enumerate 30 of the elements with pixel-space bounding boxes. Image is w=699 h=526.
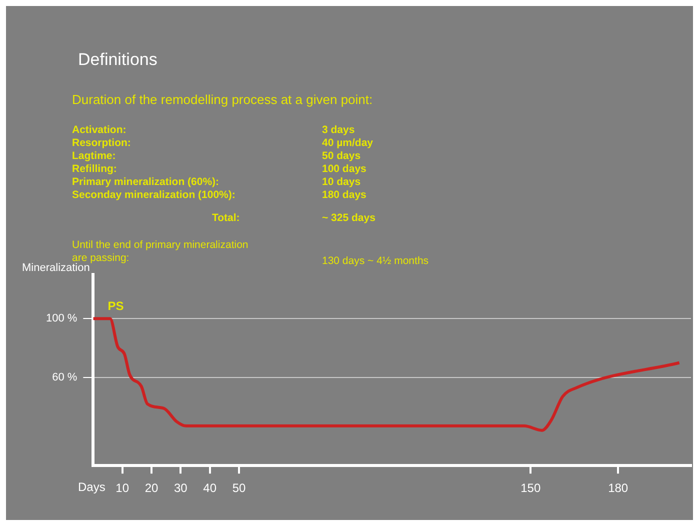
y-tick-label: 60 % xyxy=(52,371,78,384)
x-axis-title: Days xyxy=(78,480,106,494)
x-tick-label: 150 xyxy=(520,481,541,496)
text: 3 days xyxy=(322,124,356,137)
x-tick-label: 20 xyxy=(144,481,159,496)
y-axis-title: Mineralization xyxy=(22,262,90,274)
text: 180 days xyxy=(322,189,368,202)
text: Seconday mineralization (100%): xyxy=(72,189,236,202)
text: 10 days xyxy=(322,176,362,189)
text: 130 days ~ 4½ months xyxy=(322,255,430,268)
x-tick-label: 50 xyxy=(232,481,246,496)
text: Primary mineralization (60%): xyxy=(72,176,220,189)
x-tick-label: 40 xyxy=(203,481,217,496)
text: Activation: xyxy=(72,124,128,137)
chart-subtitle: Duration of the remodelling process at a given point: xyxy=(72,92,373,107)
text: Resorption: xyxy=(72,137,132,150)
chart-title: Definitions xyxy=(78,50,158,70)
text: 100 days xyxy=(322,163,368,176)
line-series xyxy=(93,317,681,432)
text: Refilling: xyxy=(72,163,118,176)
text: Lagtime: xyxy=(72,150,117,163)
x-tick-label: 180 xyxy=(608,481,628,496)
y-tick-label: 100 % xyxy=(46,312,78,325)
annotation: PS xyxy=(108,298,124,313)
text: Total: xyxy=(211,212,241,225)
x-tick-label: 10 xyxy=(116,481,130,496)
text: ~ 325 days xyxy=(322,212,376,225)
text: 50 days xyxy=(322,150,362,163)
text: 40 µm/day xyxy=(322,137,374,150)
x-tick-label: 30 xyxy=(174,481,188,496)
